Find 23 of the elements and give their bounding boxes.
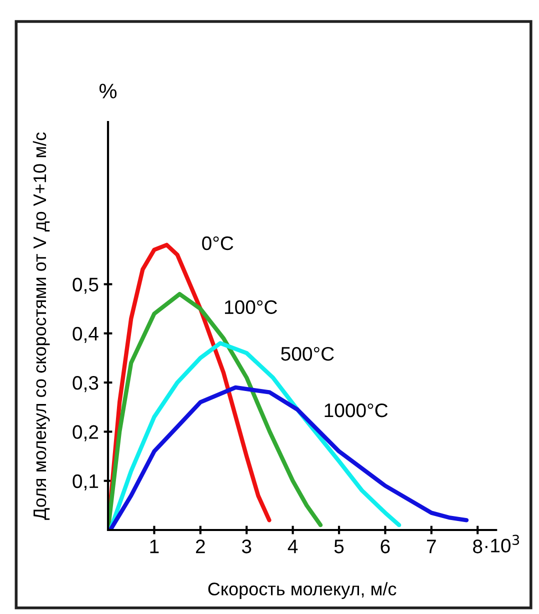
y-tick-label: 0,4 <box>72 326 98 343</box>
x-axis-title: Скорость молекул, м/с <box>208 582 396 599</box>
x-tick-label: 1 <box>150 540 159 554</box>
y-tick-label: 0,5 <box>72 278 98 294</box>
series-label: 0°C <box>202 236 234 250</box>
line-series <box>108 385 469 530</box>
series-label: 1000°C <box>324 403 388 418</box>
x-tick-label: 2 <box>196 540 205 554</box>
x-tick-label: 4 <box>288 540 298 554</box>
text: % <box>99 84 117 98</box>
x-tick-label: 3 <box>242 540 252 554</box>
x-tick-label: 6 <box>380 540 390 554</box>
series-label: 500°C <box>281 346 334 361</box>
y-tick-label: 0,3 <box>72 376 98 392</box>
y-tick-label: 0,2 <box>72 425 98 442</box>
y-tick-label: 0,1 <box>72 474 98 490</box>
x-tick-label: 5 <box>334 540 344 554</box>
y-axis-title: Доля молекул со скоростями от V до V+10 м/с <box>32 132 50 520</box>
series-label: 100°C <box>225 300 278 314</box>
x-tick-label: 7 <box>427 540 436 554</box>
text: ·10$^{3}$ <box>485 534 520 552</box>
x-tick-label: 8 <box>473 540 482 554</box>
line-series <box>108 341 402 530</box>
